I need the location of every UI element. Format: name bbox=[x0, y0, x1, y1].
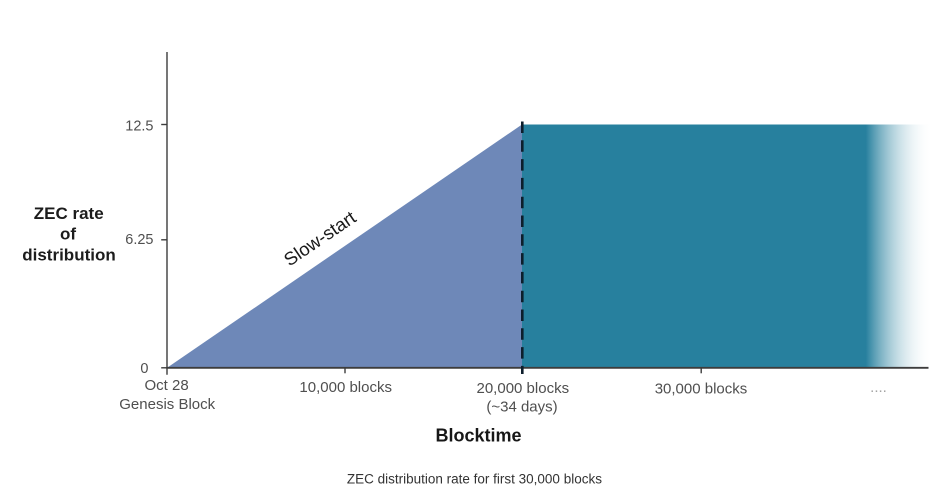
svg-text:12.5: 12.5 bbox=[125, 118, 153, 134]
svg-text:ZEC distribution rate for firs: ZEC distribution rate for first 30,000 b… bbox=[347, 472, 602, 487]
svg-text:Oct 28: Oct 28 bbox=[145, 377, 189, 394]
svg-text:of: of bbox=[60, 225, 76, 244]
svg-text:30,000 blocks: 30,000 blocks bbox=[655, 381, 748, 398]
svg-text:0: 0 bbox=[140, 361, 148, 377]
svg-text:ZEC rate: ZEC rate bbox=[34, 204, 104, 223]
svg-text:6.25: 6.25 bbox=[125, 232, 153, 248]
svg-text:10,000 blocks: 10,000 blocks bbox=[299, 379, 392, 396]
svg-text:Genesis Block: Genesis Block bbox=[119, 396, 215, 413]
svg-text:20,000 blocks: 20,000 blocks bbox=[477, 380, 570, 397]
svg-text:distribution: distribution bbox=[22, 246, 115, 265]
svg-text:(~34 days): (~34 days) bbox=[486, 398, 557, 415]
svg-text:....: .... bbox=[870, 379, 887, 396]
svg-text:Blocktime: Blocktime bbox=[435, 426, 521, 446]
